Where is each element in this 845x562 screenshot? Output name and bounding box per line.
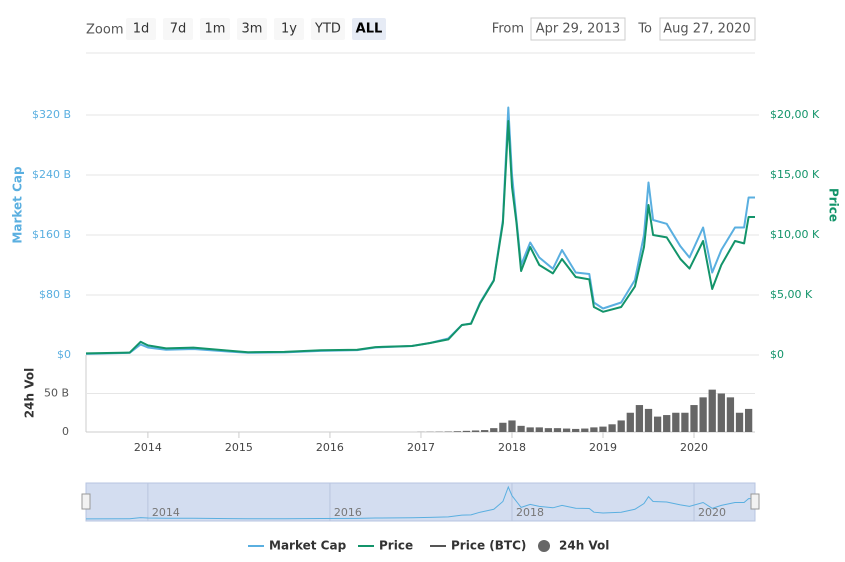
to-label: To <box>637 22 652 37</box>
volume-bar <box>744 408 753 432</box>
volume-bar <box>490 428 498 432</box>
zoom-button[interactable] <box>200 18 230 40</box>
to-date[interactable]: Aug 27, 2020 <box>663 22 750 37</box>
volume-bar <box>453 431 462 432</box>
volume-bar <box>544 428 553 432</box>
series-line <box>85 106 755 355</box>
zoom-button[interactable] <box>311 18 345 40</box>
y2-axis-title: Price <box>827 188 841 222</box>
legend-label[interactable]: Price <box>379 539 413 553</box>
y-tick-label: $240 B <box>32 168 71 181</box>
volume-bar <box>590 427 598 432</box>
volume-bar <box>717 393 725 432</box>
volume-bar <box>553 428 562 432</box>
volume-bar <box>517 425 525 432</box>
y2-tick-label: $5,00 K <box>770 288 813 301</box>
from-label: From <box>492 22 524 37</box>
zoom-button-label[interactable]: 3m <box>242 22 263 37</box>
zoom-button-label[interactable]: YTD <box>314 22 341 37</box>
navigator-label: 2014 <box>152 506 180 519</box>
navigator-line <box>85 485 755 520</box>
y-tick-label: 50 B <box>44 387 69 400</box>
x-tick-label: 2014 <box>134 441 162 454</box>
zoom-button[interactable] <box>126 18 156 40</box>
x-tick-label: 2020 <box>680 441 708 454</box>
x-tick-label: 2015 <box>225 441 253 454</box>
zoom-button[interactable] <box>274 18 304 40</box>
volume-bar <box>581 428 589 432</box>
zoom-button-label[interactable]: 1d <box>133 22 150 37</box>
y-axis-title: Market Cap <box>11 166 25 244</box>
volume-bar <box>690 405 698 432</box>
y-tick-label: $0 <box>57 348 71 361</box>
volume-bar <box>481 430 489 432</box>
volume-bar <box>644 408 653 432</box>
volume-bar <box>526 427 534 432</box>
y2-tick-label: $15,00 K <box>770 168 820 181</box>
y2-tick-label: $20,00 K <box>770 108 820 121</box>
volume-bar <box>599 426 607 432</box>
volume-bar <box>462 430 471 432</box>
volume-bar <box>735 412 744 432</box>
to-input[interactable] <box>659 17 756 41</box>
zoom-button-label[interactable]: 7d <box>170 22 187 37</box>
zoom-button[interactable] <box>237 18 267 40</box>
series-line <box>85 120 755 355</box>
y-axis-title: 24h Vol <box>23 368 37 418</box>
volume-bar <box>508 420 516 432</box>
zoom-label: Zoom <box>86 23 123 38</box>
navigator-label: 2018 <box>516 506 544 519</box>
volume-bar <box>562 428 571 432</box>
y-tick-label: $160 B <box>32 228 71 241</box>
volume-bar <box>617 420 625 432</box>
zoom-button[interactable] <box>352 18 386 40</box>
volume-bar <box>726 397 735 432</box>
volume-bar <box>572 428 580 432</box>
navigator-area <box>85 482 756 522</box>
volume-bar <box>471 430 480 432</box>
zoom-button-label[interactable]: 1m <box>205 22 226 37</box>
x-tick-label: 2017 <box>407 441 435 454</box>
from-input[interactable] <box>530 17 626 41</box>
volume-bar <box>626 412 634 432</box>
from-date[interactable]: Apr 29, 2013 <box>536 22 621 37</box>
legend-label[interactable]: Market Cap <box>269 539 347 553</box>
y2-tick-label: $10,00 K <box>770 228 820 241</box>
x-tick-label: 2018 <box>498 441 526 454</box>
navigator-label: 2020 <box>698 506 726 519</box>
volume-bar <box>672 412 680 432</box>
legend-marker[interactable] <box>538 540 550 552</box>
volume-bar <box>681 412 689 432</box>
y2-tick-label: $0 <box>770 348 784 361</box>
y-tick-label: 0 <box>62 425 69 438</box>
legend-label[interactable]: 24h Vol <box>559 539 609 553</box>
y-tick-label: $320 B <box>32 108 71 121</box>
legend-label[interactable]: Price (BTC) <box>451 539 526 553</box>
volume-bar <box>635 405 644 432</box>
volume-bar <box>608 424 616 432</box>
zoom-button-label[interactable]: 1y <box>281 22 297 37</box>
volume-bar <box>699 397 707 432</box>
volume-bar <box>535 427 543 432</box>
volume-bar <box>653 416 662 432</box>
x-tick-label: 2019 <box>589 441 617 454</box>
volume-bar <box>708 389 716 432</box>
zoom-button-label[interactable]: ALL <box>356 22 383 37</box>
navigator-handle[interactable] <box>750 493 760 510</box>
x-tick-label: 2016 <box>316 441 344 454</box>
navigator-label: 2016 <box>334 506 362 519</box>
y-tick-label: $80 B <box>39 288 71 301</box>
volume-bar <box>663 415 671 432</box>
volume-bar <box>499 422 507 432</box>
zoom-button[interactable] <box>163 18 193 40</box>
navigator-handle[interactable] <box>81 493 91 510</box>
